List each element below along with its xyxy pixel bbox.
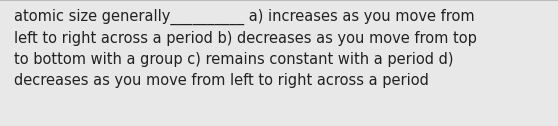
- Text: atomic size generally__________ a) increases as you move from
left to right acro: atomic size generally__________ a) incre…: [14, 9, 477, 88]
